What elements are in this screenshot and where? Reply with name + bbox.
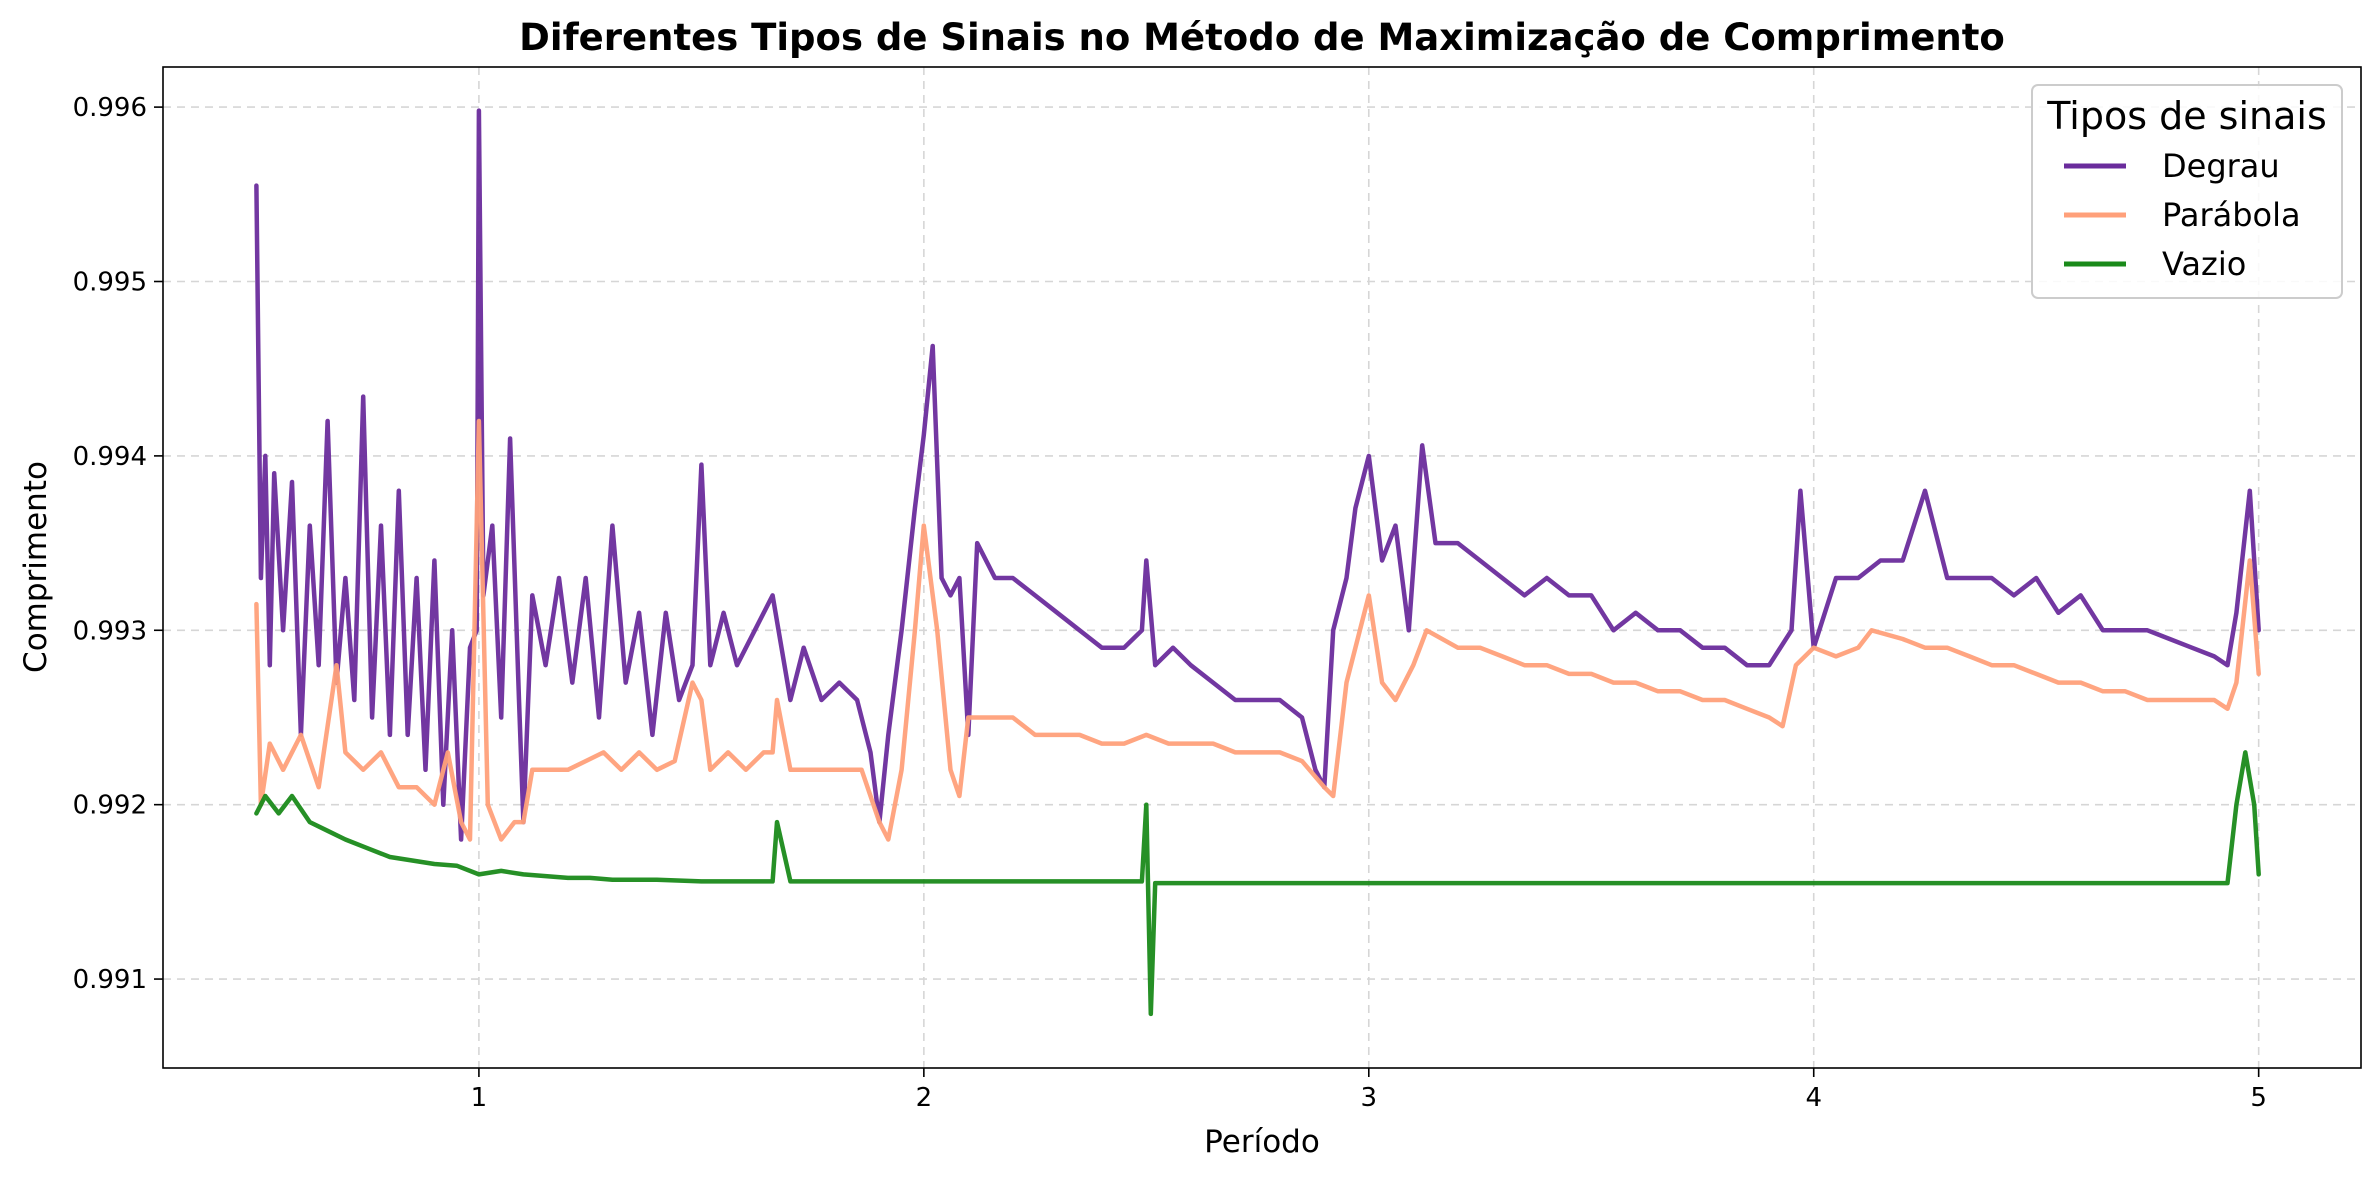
- legend-label: Vazio: [2162, 245, 2246, 283]
- series-line-vazio: [254, 750, 2261, 1017]
- x-axis-label: Período: [1204, 1124, 1320, 1160]
- legend-title: Tipos de sinais: [2046, 94, 2327, 138]
- plot-frame: [162, 66, 2362, 1069]
- y-axis-label: Comprimento: [18, 461, 54, 673]
- y-tick-label: 0.994: [73, 442, 147, 472]
- series-line-degrau: [254, 108, 2261, 842]
- x-tick-label: 1: [471, 1083, 488, 1113]
- series-line-par-bola: [254, 418, 2261, 842]
- y-tick-label: 0.992: [73, 791, 147, 821]
- x-tick-label: 5: [2250, 1083, 2267, 1113]
- legend-label: Degrau: [2162, 147, 2280, 185]
- y-axis: 0.991 0.992 0.993 0.994 0.995 0.996: [73, 93, 163, 995]
- x-tick-label: 2: [916, 1083, 933, 1113]
- x-tick-label: 4: [1805, 1083, 1822, 1113]
- y-tick-label: 0.995: [73, 268, 147, 298]
- y-tick-label: 0.991: [73, 965, 147, 995]
- x-tick-label: 3: [1361, 1083, 1378, 1113]
- x-axis: 1 2 3 4 5: [471, 1068, 2267, 1113]
- y-tick-label: 0.993: [73, 616, 147, 646]
- series-lines: [254, 108, 2261, 1017]
- y-tick-label: 0.996: [73, 93, 147, 123]
- legend-box: [2031, 84, 2343, 299]
- grid: [163, 67, 2361, 1068]
- chart-title: Diferentes Tipos de Sinais no Método de …: [519, 16, 2005, 59]
- legend: Tipos de sinais Degrau Parábola Vazio: [2031, 84, 2343, 299]
- legend-label: Parábola: [2162, 196, 2301, 234]
